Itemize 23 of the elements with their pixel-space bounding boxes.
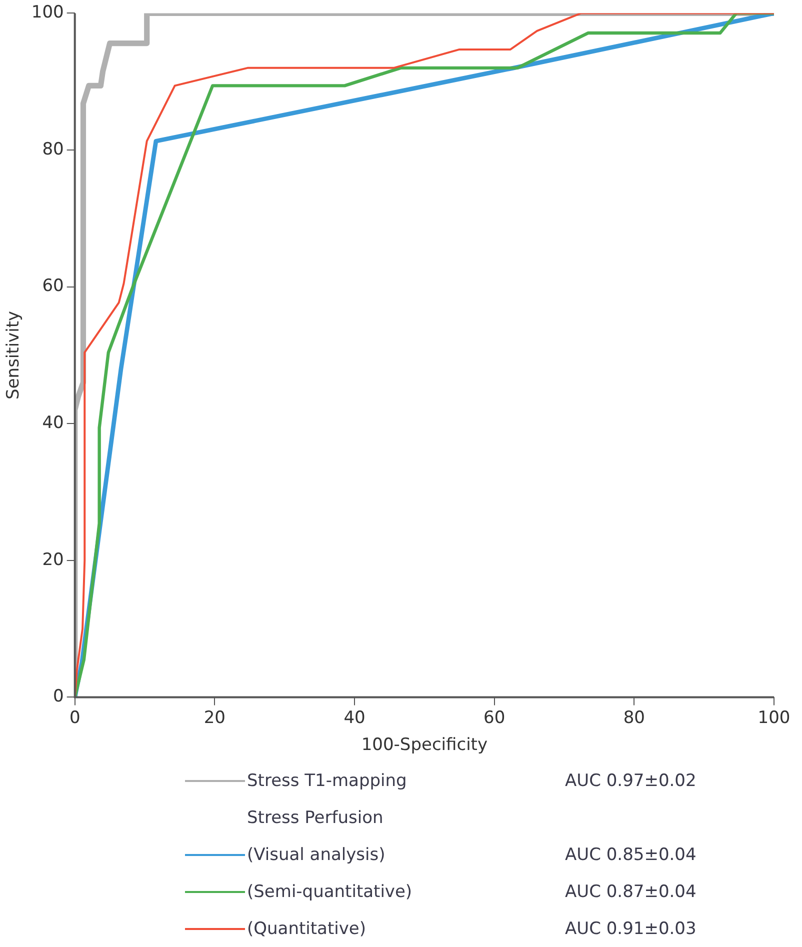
- x-tick-label: 0: [69, 708, 80, 728]
- y-tick-label: 100: [31, 2, 64, 23]
- x-tick-label: 20: [204, 708, 226, 728]
- y-tick-label: 40: [42, 413, 64, 434]
- text: AUC 0.91±0.03: [565, 918, 696, 938]
- x-axis-title: 100-Specificity: [361, 735, 488, 756]
- x-tick-label: 100: [758, 708, 790, 728]
- text: AUC 0.97±0.02: [565, 770, 696, 790]
- legend-label: (Semi-quantitative): [247, 882, 414, 902]
- text: Stress Perfusion: [247, 808, 384, 828]
- y-axis-title: Sensitivity: [4, 310, 24, 400]
- x-tick-label: 80: [623, 708, 645, 728]
- y-tick-label: 60: [42, 276, 64, 296]
- y-tick-label: 80: [42, 139, 64, 160]
- legend-label: Stress T1-mapping: [247, 770, 408, 790]
- y-tick-label: 0: [53, 686, 64, 707]
- text: AUC 0.87±0.04: [565, 882, 696, 902]
- x-tick-label: 60: [484, 708, 506, 728]
- x-tick-label: 40: [344, 708, 366, 728]
- y-tick-label: 20: [42, 550, 64, 570]
- text: AUC 0.85±0.04: [565, 844, 696, 864]
- legend-label: (Quantitative): [247, 918, 367, 938]
- legend-label: (Visual analysis): [247, 844, 386, 864]
